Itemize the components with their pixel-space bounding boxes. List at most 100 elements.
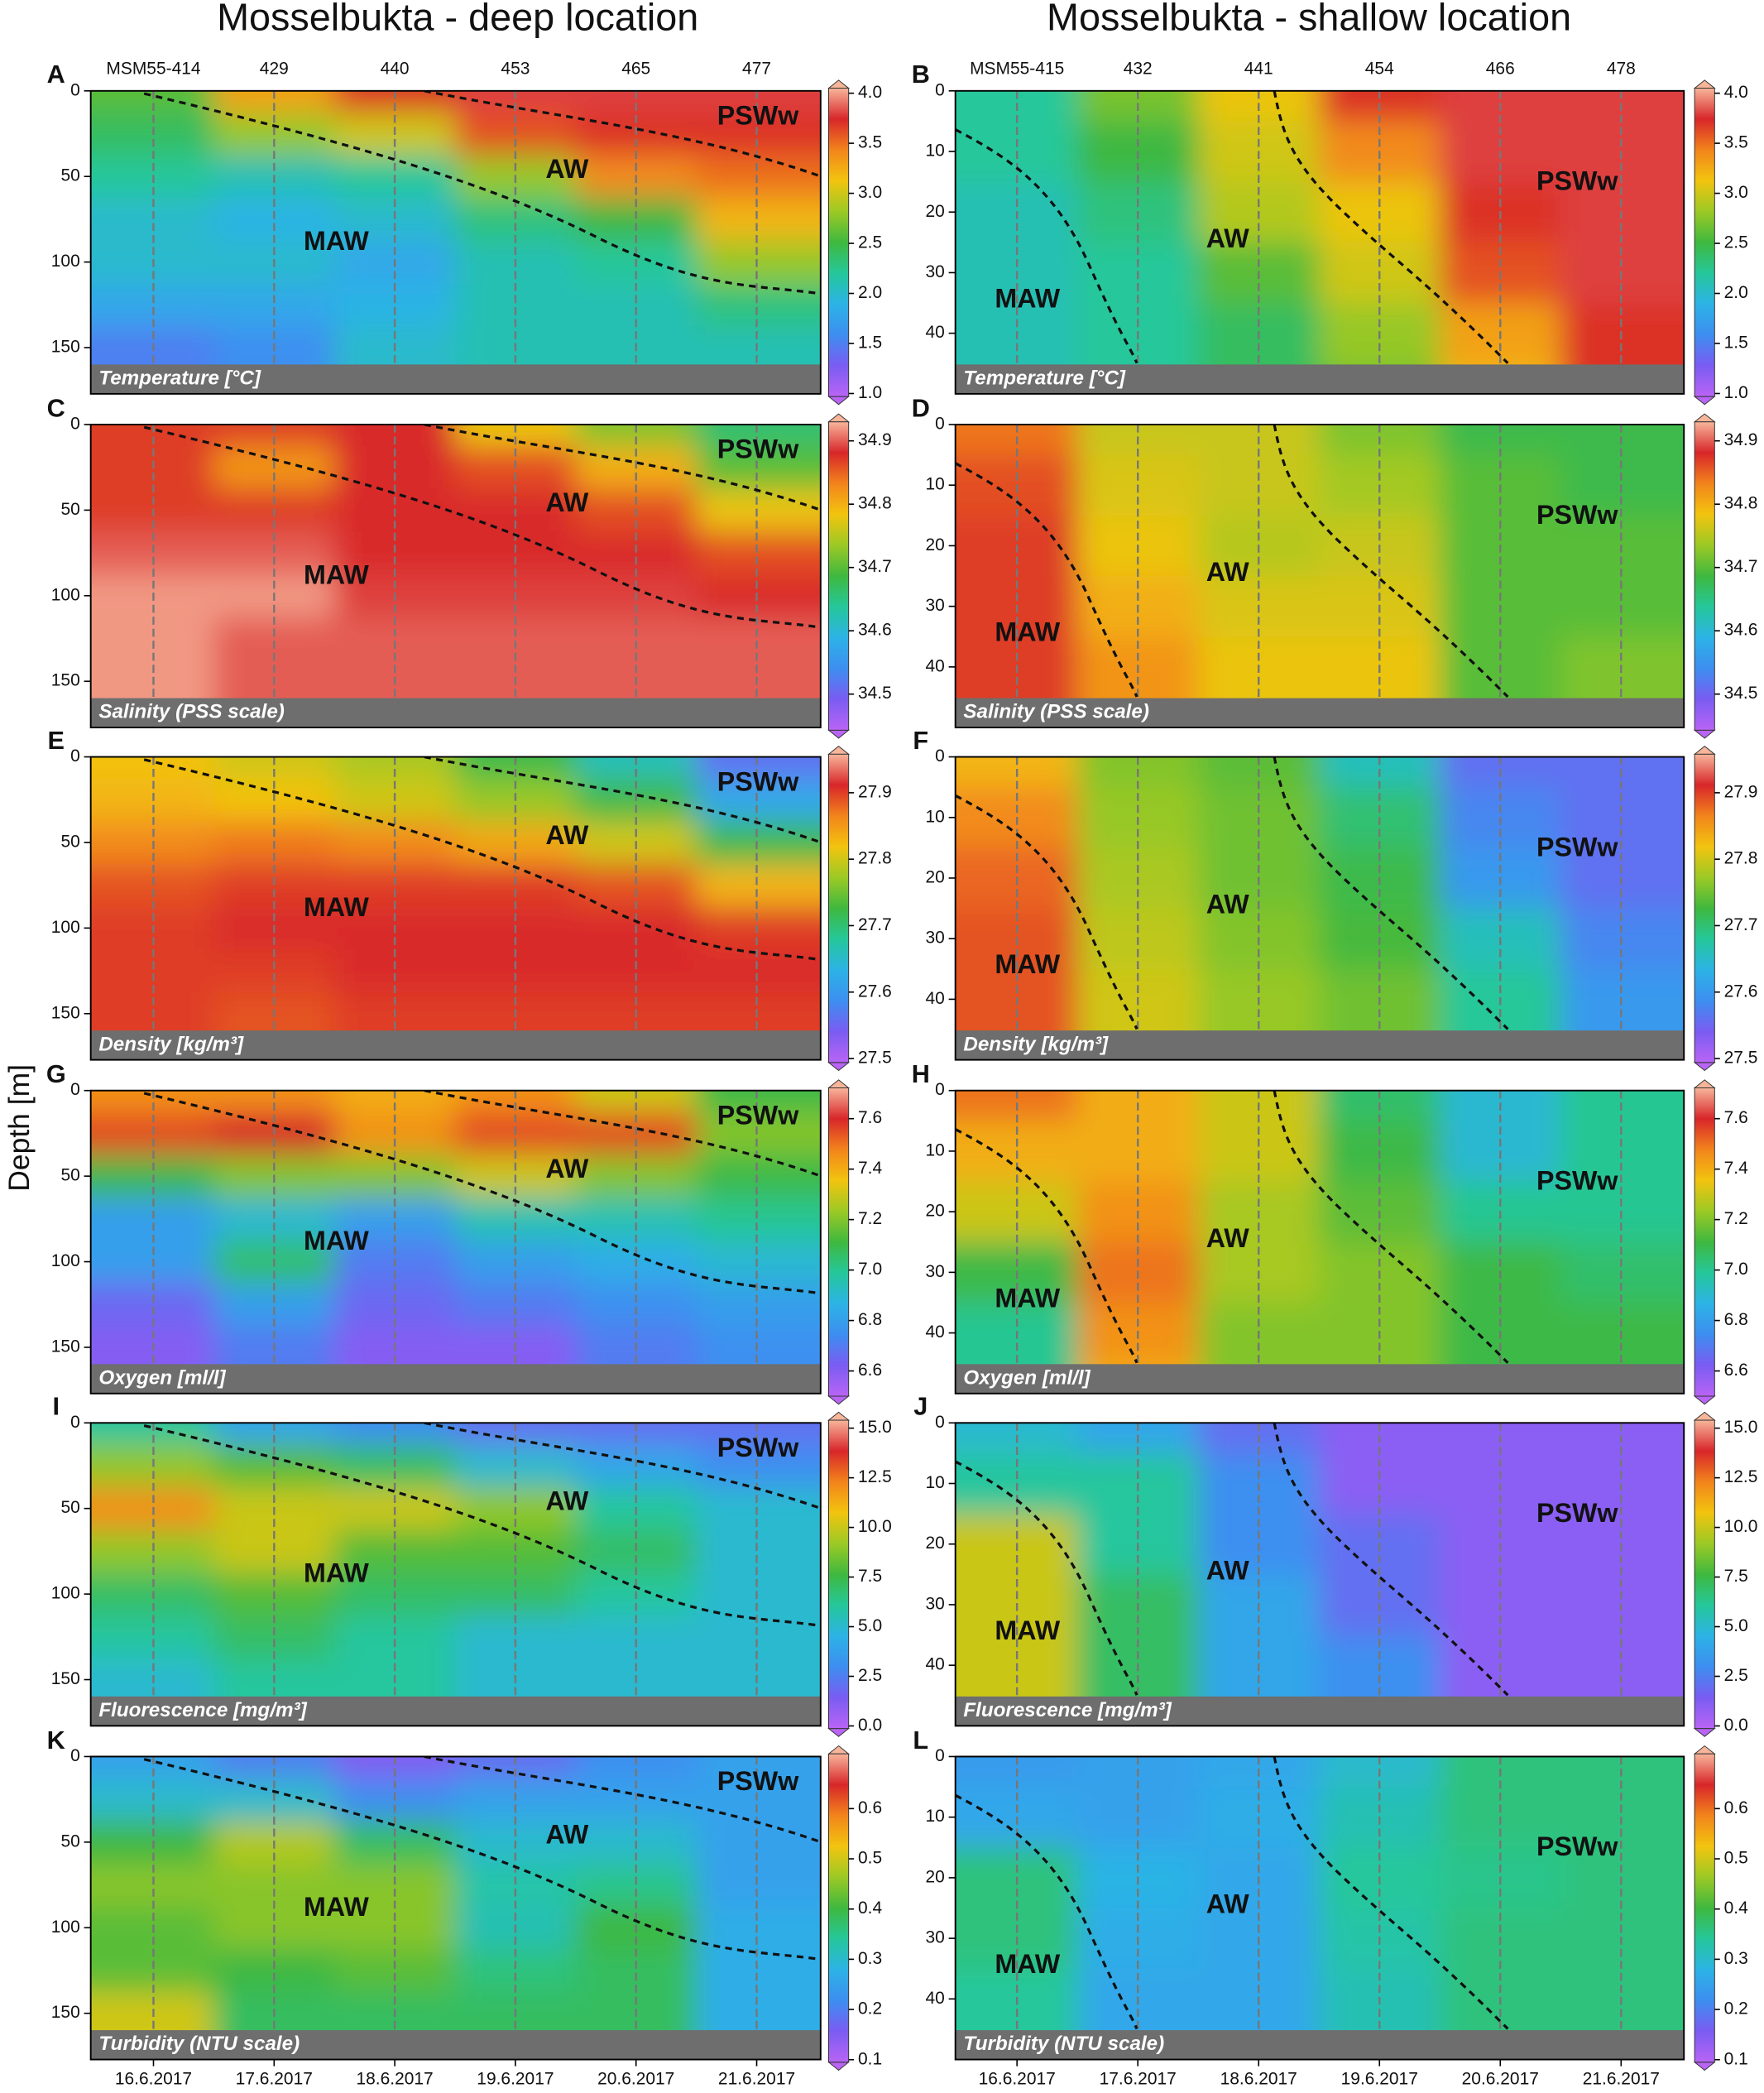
colorbar-tick-label: 7.5 (858, 1567, 882, 1586)
colorbar-cap (1693, 729, 1716, 739)
field-cell (696, 1197, 821, 1241)
x-tick-label: 17.6.2017 (236, 2069, 313, 2088)
boundary (143, 1423, 821, 1628)
panel-letter: A (47, 60, 65, 89)
colorbar-cap (827, 396, 851, 406)
water-mass-label: PSWw (1536, 832, 1618, 862)
colorbar-cap (827, 1728, 851, 1737)
variable-label: Temperature [°C] (963, 367, 1126, 390)
field-cell (696, 198, 821, 242)
colorbar-cap (827, 746, 851, 755)
field (90, 1090, 821, 1394)
x-tick-label: 16.6.2017 (115, 2069, 192, 2088)
colorbar-tick-label: 0.5 (1724, 1849, 1748, 1868)
colorbar-tick-label: 12.5 (858, 1467, 892, 1486)
field-cell (90, 1615, 215, 1659)
field (955, 1423, 1685, 1726)
water-mass-label: MAW (304, 892, 369, 922)
colorbar-tick-label: 3.0 (858, 183, 882, 202)
colorbar-tick-label: 7.5 (1724, 1567, 1748, 1586)
field (955, 1756, 1685, 2060)
boundary (143, 92, 821, 295)
colorbar-cap (1693, 1745, 1716, 1755)
x-tick-label: 21.6.2017 (1583, 2069, 1660, 2088)
x-tick-label: 19.6.2017 (477, 2069, 554, 2088)
colorbar-tick-label: 0.6 (1724, 1798, 1748, 1817)
colorbar-tick-label: 27.6 (858, 982, 892, 1001)
colorbar-tick-label: 34.7 (858, 557, 892, 576)
boundary (1273, 756, 1509, 1030)
label-band (90, 2030, 821, 2060)
station-label: 432 (1124, 60, 1153, 79)
field-cell (696, 1529, 821, 1574)
colorbar (1694, 753, 1715, 1063)
field-cell (696, 906, 821, 951)
field-cell (696, 1821, 821, 1865)
field-cell (696, 155, 821, 199)
y-tick-label: 0 (70, 80, 80, 99)
colorbar-cap (1693, 2062, 1716, 2071)
y-tick-label: 20 (925, 202, 944, 221)
y-tick-label: 30 (925, 262, 944, 281)
y-tick-label: 40 (925, 323, 944, 342)
colorbar-tick-label: 15.0 (858, 1418, 892, 1437)
field-cell (1560, 1452, 1685, 1515)
field-cell (1560, 756, 1685, 788)
field-cell (696, 1423, 821, 1445)
y-tick-label: 100 (51, 585, 80, 604)
panel-letter: C (47, 394, 65, 422)
colorbar-tick-label: 27.9 (858, 782, 892, 801)
x-tick-label: 20.6.2017 (597, 2069, 674, 2088)
colorbar-cap (827, 729, 851, 739)
label-band (90, 1030, 821, 1060)
colorbar-tick-label: 7.4 (858, 1159, 882, 1178)
y-tick-label: 50 (60, 832, 79, 851)
colorbar-tick-label: 27.8 (858, 849, 892, 868)
station-label: 441 (1244, 60, 1273, 79)
water-mass-label: PSWw (1536, 1166, 1618, 1196)
colorbar-tick-label: 34.9 (858, 430, 892, 449)
colorbar-cap (1693, 79, 1716, 89)
colorbar-tick-label: 27.7 (1724, 915, 1758, 934)
boundary (424, 1090, 821, 1178)
y-tick-label: 10 (925, 807, 944, 826)
boundary (424, 424, 821, 511)
colorbar-tick-label: 7.6 (858, 1108, 882, 1127)
field-cell (90, 112, 215, 156)
field-cell (1560, 1514, 1685, 1576)
y-tick-label: 150 (51, 338, 80, 357)
colorbar-tick-label: 0.1 (858, 2049, 882, 2068)
colorbar-tick-label: 6.6 (858, 1361, 882, 1380)
y-tick-label: 20 (925, 1202, 944, 1221)
label-band (90, 1696, 821, 1726)
variable-label: Density [kg/m³] (98, 1033, 244, 1055)
y-tick-label: 20 (925, 868, 944, 887)
y-tick-label: 40 (925, 656, 944, 675)
colorbar-tick-label: 34.8 (858, 494, 892, 513)
water-mass-label: MAW (304, 1558, 369, 1588)
field-cell (1560, 181, 1685, 243)
field-cell (696, 445, 821, 490)
field-cell (696, 1111, 821, 1156)
colorbar (828, 1087, 850, 1397)
water-mass-label: AW (545, 487, 589, 517)
colorbar-cap (1693, 396, 1716, 406)
colorbar-tick-label: 7.6 (1724, 1108, 1748, 1127)
field-cell (696, 1906, 821, 1950)
field-cell (1560, 1423, 1685, 1454)
colorbar-tick-label: 2.5 (858, 233, 882, 252)
y-tick-label: 50 (60, 1166, 79, 1185)
x-tick-label: 18.6.2017 (1220, 2069, 1297, 2088)
colorbar-cap (1693, 1079, 1716, 1088)
y-tick-label: 0 (935, 746, 945, 766)
y-tick-label: 10 (925, 1807, 944, 1826)
label-band (90, 698, 821, 728)
field-cell (1560, 847, 1685, 910)
colorbar-tick-label: 6.6 (1724, 1361, 1748, 1380)
field (955, 90, 1685, 394)
label-band (955, 364, 1685, 394)
colorbar-tick-label: 3.5 (858, 133, 882, 152)
y-tick-label: 40 (925, 1989, 944, 2008)
field (955, 756, 1685, 1060)
boundary (424, 1423, 821, 1510)
